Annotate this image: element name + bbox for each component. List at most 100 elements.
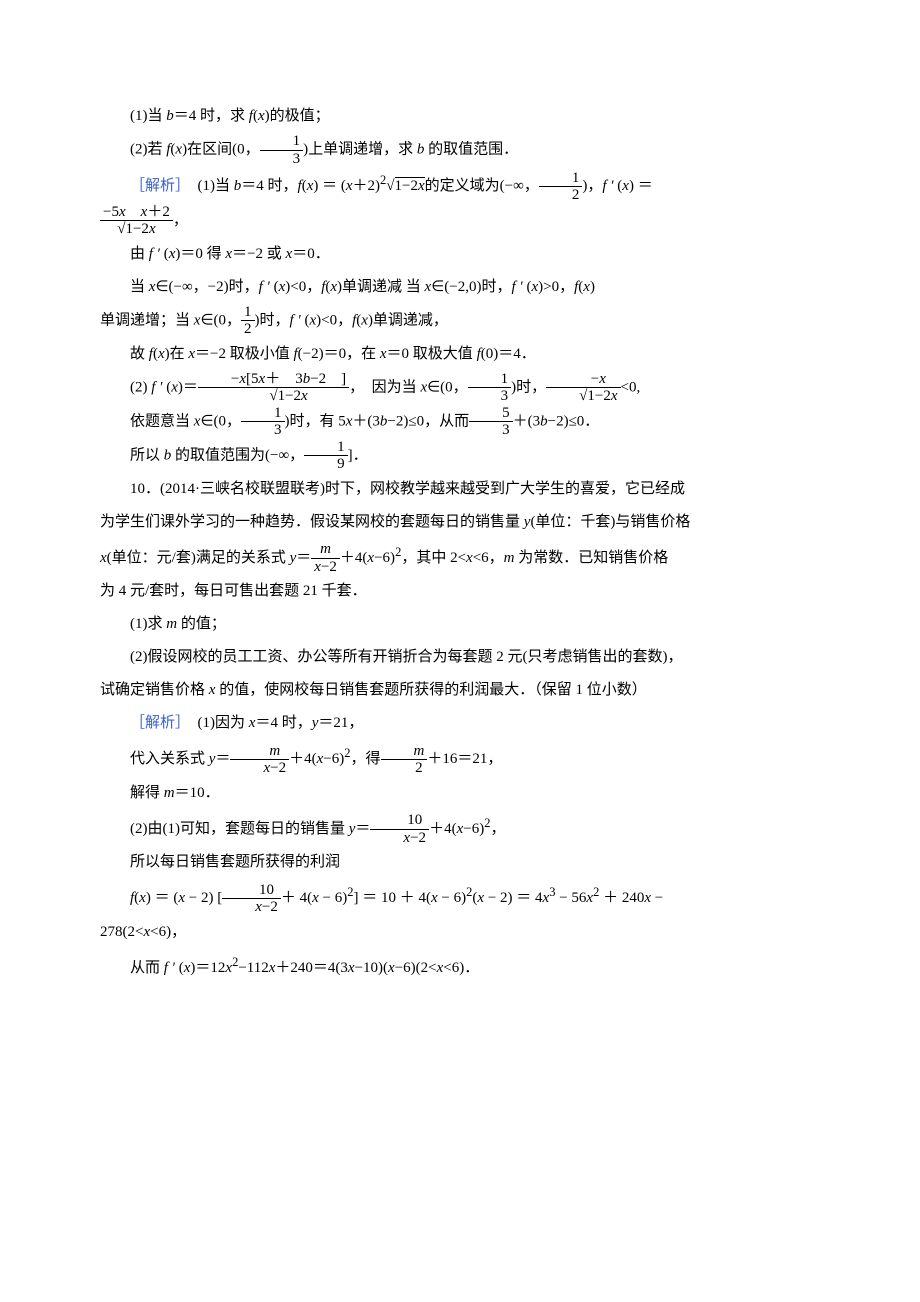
numerator: m bbox=[311, 541, 340, 559]
text: −2 bbox=[262, 899, 278, 915]
p10-intro2: 为学生们课外学习的一种趋势．假设某网校的套题每日的销售量 y(单位：千套)与销售… bbox=[100, 506, 820, 539]
text: 的值，使网校每日销售套题所获得的利润最大．（保留 1 位小数） bbox=[215, 682, 646, 698]
text: 的值； bbox=[177, 616, 226, 632]
text: ＝10． bbox=[175, 785, 220, 801]
var-fp: f ′ bbox=[512, 279, 527, 295]
text: 为学生们课外学习的一种趋势．假设某网校的套题每日的销售量 bbox=[100, 514, 524, 530]
text: −2)≤0． bbox=[548, 413, 600, 429]
p9-so: 所以 b 的取值范围为(−∞，19]． bbox=[100, 439, 820, 473]
var-x: x bbox=[380, 346, 387, 362]
var-m: m bbox=[504, 550, 515, 566]
text: ＋16＝21， bbox=[427, 751, 502, 767]
var-b: b bbox=[166, 108, 174, 124]
text: 代入关系式 bbox=[130, 751, 209, 767]
p10-jiede: 解得 m＝10． bbox=[100, 777, 820, 810]
text: − 6) bbox=[319, 890, 347, 906]
denominator: x−2 bbox=[311, 559, 340, 576]
p10-intro1: 10．(2014·三峡名校联盟联考)时下，网校教学越来越受到广大学生的喜爱，它已… bbox=[100, 473, 820, 506]
text: −112 bbox=[238, 960, 268, 976]
var-x: x bbox=[119, 204, 126, 220]
text: ＝−2 取极小值 bbox=[195, 346, 293, 362]
sqrt: √1−2x bbox=[386, 177, 424, 194]
var-x: x bbox=[622, 178, 629, 194]
p9-jiexi-line1: ［解析］ (1)当 b＝4 时，f(x) ＝ (x＋2)2√1−2x的定义域为(… bbox=[100, 167, 820, 204]
text: 为常数．已知销售价格 bbox=[515, 550, 669, 566]
text: (单位：千套)与销售价格 bbox=[530, 514, 690, 530]
var-x: x bbox=[178, 890, 185, 906]
p9-cont: 单调递增；当 x∈(0，12)时，f ′ (x)<0，f(x)单调递减， bbox=[100, 304, 820, 338]
text: (1)求 bbox=[130, 616, 166, 632]
p9-q2: (2)若 f(x)在区间(0，13)上单调递增，求 b 的取值范围． bbox=[100, 133, 820, 167]
text: ＋2) bbox=[353, 178, 381, 194]
text: − 2) [ bbox=[185, 890, 222, 906]
var-x: x bbox=[171, 379, 178, 395]
text: (2)若 bbox=[130, 141, 166, 157]
text: <6)， bbox=[150, 924, 186, 940]
var-x: x bbox=[100, 550, 107, 566]
text: )单调递减， bbox=[368, 312, 448, 328]
var-x: x bbox=[239, 371, 246, 387]
p10-q1: (1)求 m 的值； bbox=[100, 608, 820, 641]
denominator: 3 bbox=[468, 388, 512, 405]
text: −2)≤0，从而 bbox=[387, 413, 469, 429]
denominator: 3 bbox=[469, 422, 513, 439]
text: −6) bbox=[463, 821, 484, 837]
var-fp: f ′ bbox=[259, 279, 274, 295]
text: −2 bbox=[321, 559, 337, 575]
fraction: m2 bbox=[381, 743, 428, 777]
text: −6) bbox=[323, 751, 344, 767]
numerator: 5 bbox=[469, 405, 513, 423]
text: ) ＝ ( bbox=[313, 178, 346, 194]
text: )<0， bbox=[285, 279, 321, 295]
text: ＋ 4( bbox=[281, 890, 312, 906]
document-page: (1)当 b＝4 时，求 f(x)的极值； (2)若 f(x)在区间(0，13)… bbox=[0, 0, 920, 1302]
text: )的极值； bbox=[265, 108, 330, 124]
p10-intro4: 为 4 元/套时，每日可售出套题 21 千套． bbox=[100, 575, 820, 608]
numerator: 1 bbox=[241, 304, 255, 322]
text: 278(2< bbox=[100, 924, 143, 940]
fraction: 10x−2 bbox=[370, 812, 429, 846]
numerator: m bbox=[381, 743, 428, 761]
text: ＋2 bbox=[147, 204, 170, 220]
text: ＋ 240 bbox=[599, 890, 644, 906]
var-fp: f ′ bbox=[290, 312, 305, 328]
var-m: m bbox=[164, 785, 175, 801]
text: )＝ bbox=[178, 379, 198, 395]
text: ＋4( bbox=[340, 550, 368, 566]
text: − 56 bbox=[555, 890, 586, 906]
var-x: x bbox=[314, 559, 321, 575]
var-x: x bbox=[255, 899, 262, 915]
text: 单调递增；当 bbox=[100, 312, 194, 328]
text: ＋ 3 bbox=[265, 371, 303, 387]
denominator: x−2 bbox=[222, 899, 281, 916]
p9-yu: 由 f ′ (x)＝0 得 x＝−2 或 x＝0． bbox=[100, 238, 820, 271]
text: − bbox=[591, 371, 599, 387]
text: ＋4( bbox=[429, 821, 457, 837]
text: −6)(2< bbox=[395, 960, 437, 976]
text: ＝4 时， bbox=[241, 178, 297, 194]
var-m: m bbox=[166, 616, 177, 632]
text: ∈(−∞，−2)时， bbox=[155, 279, 258, 295]
text: − bbox=[651, 890, 663, 906]
text: ∈(0， bbox=[200, 312, 241, 328]
text: )在区间(0， bbox=[182, 141, 260, 157]
jiexi-label: ［解析］ bbox=[130, 715, 183, 731]
p10-278: 278(2<x<6)， bbox=[100, 916, 820, 949]
var-x: x bbox=[348, 960, 355, 976]
text: 所以 bbox=[130, 447, 164, 463]
fraction: 13 bbox=[468, 371, 512, 405]
numerator: 1 bbox=[260, 133, 304, 151]
text: )>0， bbox=[538, 279, 574, 295]
denominator: 2 bbox=[539, 187, 583, 204]
text: ， bbox=[490, 821, 505, 837]
var-x: x bbox=[583, 279, 590, 295]
text: ) ＝ bbox=[629, 178, 653, 194]
text: −2 ] bbox=[310, 371, 346, 387]
p10-dairu: 代入关系式 y＝mx−2＋4(x−6)2，得m2＋16＝21， bbox=[100, 740, 820, 777]
text: 的取值范围为(−∞， bbox=[171, 447, 304, 463]
text: −2 bbox=[270, 760, 286, 776]
numerator: −x bbox=[546, 371, 620, 389]
fraction-big: −5x x＋2 √1−2x bbox=[100, 204, 173, 238]
fraction: 53 bbox=[469, 405, 513, 439]
text: − 6) bbox=[438, 890, 466, 906]
